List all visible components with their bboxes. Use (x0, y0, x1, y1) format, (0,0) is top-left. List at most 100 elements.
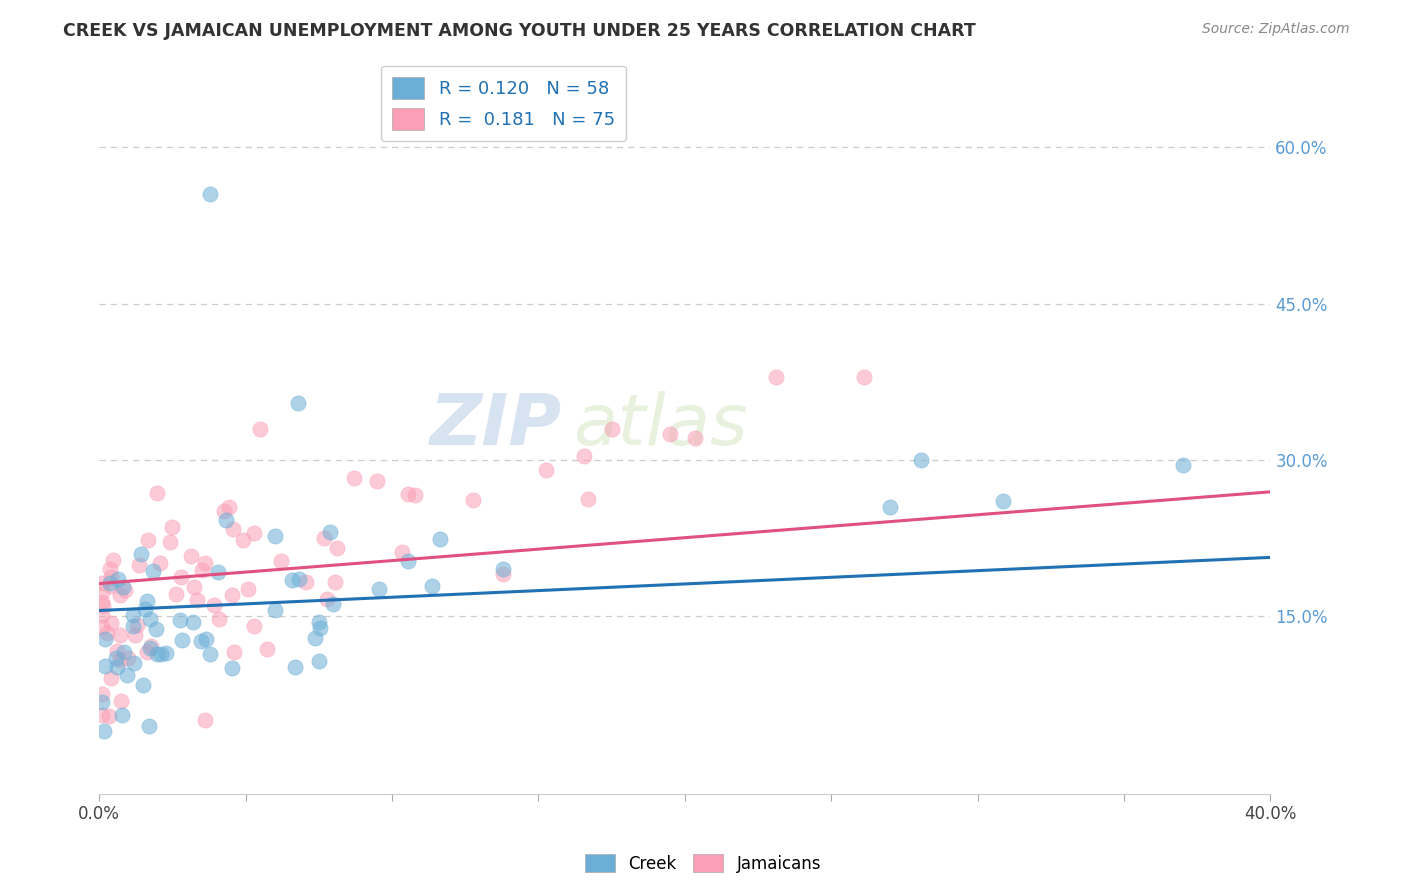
Point (263, 603, 285, 617)
Point (132, 678, 155, 692)
Point (122, 607, 145, 622)
Point (287, 396, 309, 410)
Point (295, 575, 318, 590)
Point (107, 572, 129, 586)
Point (160, 520, 183, 534)
Point (183, 581, 205, 595)
Point (218, 500, 240, 514)
Point (159, 535, 181, 549)
Point (146, 647, 169, 661)
Text: atlas: atlas (574, 391, 748, 459)
Point (242, 525, 264, 540)
Point (207, 565, 229, 579)
Point (391, 544, 413, 558)
Point (270, 554, 292, 568)
Point (186, 593, 208, 607)
Point (429, 533, 451, 547)
Point (304, 632, 326, 646)
Point (319, 524, 342, 539)
Point (991, 493, 1014, 508)
Point (94, 632, 117, 646)
Point (659, 427, 682, 442)
Point (287, 572, 309, 586)
Point (236, 582, 259, 596)
Point (91, 695, 114, 709)
Point (910, 453, 932, 467)
Point (91, 595, 114, 609)
Point (91, 584, 114, 599)
Point (105, 644, 128, 658)
Point (243, 618, 266, 632)
Point (136, 533, 159, 547)
Point (315, 592, 337, 607)
Point (121, 619, 143, 633)
Point (1171, 458, 1194, 473)
Point (100, 578, 122, 592)
Legend: R = 0.120   N = 58, R =  0.181   N = 75: R = 0.120 N = 58, R = 0.181 N = 75 (381, 66, 626, 141)
Point (135, 594, 157, 608)
Point (96, 625, 118, 640)
Point (765, 369, 787, 384)
Point (91, 687, 114, 701)
Point (103, 553, 125, 567)
Point (142, 564, 165, 578)
Point (124, 628, 146, 642)
Point (110, 694, 132, 708)
Point (256, 641, 278, 656)
Point (309, 621, 332, 635)
Point (93, 599, 115, 614)
Point (600, 422, 623, 436)
Point (284, 660, 307, 674)
Point (91, 620, 114, 634)
Point (145, 486, 167, 500)
Point (202, 598, 225, 612)
Point (98, 562, 121, 576)
Point (128, 558, 150, 572)
Text: CREEK VS JAMAICAN UNEMPLOYMENT AMONG YOUTH UNDER 25 YEARS CORRELATION CHART: CREEK VS JAMAICAN UNEMPLOYMENT AMONG YOU… (63, 22, 976, 40)
Point (105, 660, 128, 674)
Point (111, 580, 134, 594)
Point (326, 541, 349, 556)
Point (879, 500, 901, 514)
Point (343, 471, 366, 485)
Point (117, 650, 139, 665)
Point (194, 713, 217, 727)
Point (492, 566, 515, 581)
Point (145, 622, 167, 636)
Point (91, 576, 114, 591)
Point (420, 578, 443, 592)
Point (139, 639, 162, 653)
Point (165, 587, 187, 601)
Point (108, 589, 131, 603)
Point (136, 645, 159, 659)
Point (181, 615, 204, 629)
Point (574, 449, 596, 463)
Point (461, 493, 484, 508)
Point (150, 647, 173, 661)
Point (576, 491, 599, 506)
Point (138, 719, 160, 733)
Point (155, 646, 177, 660)
Point (194, 556, 217, 570)
Point (112, 645, 135, 659)
Point (683, 431, 706, 445)
Point (221, 661, 243, 675)
Point (264, 529, 287, 543)
Point (396, 487, 419, 501)
Point (534, 463, 557, 477)
Point (312, 531, 335, 545)
Point (249, 422, 271, 436)
Point (169, 613, 191, 627)
Point (492, 562, 515, 576)
Point (396, 554, 419, 568)
Point (321, 597, 343, 611)
Point (104, 651, 127, 665)
Point (100, 570, 122, 584)
Point (308, 615, 330, 629)
Point (93, 659, 115, 673)
Point (93, 724, 115, 739)
Point (170, 570, 193, 584)
Point (149, 556, 172, 570)
Point (139, 641, 162, 656)
Point (98, 576, 121, 591)
